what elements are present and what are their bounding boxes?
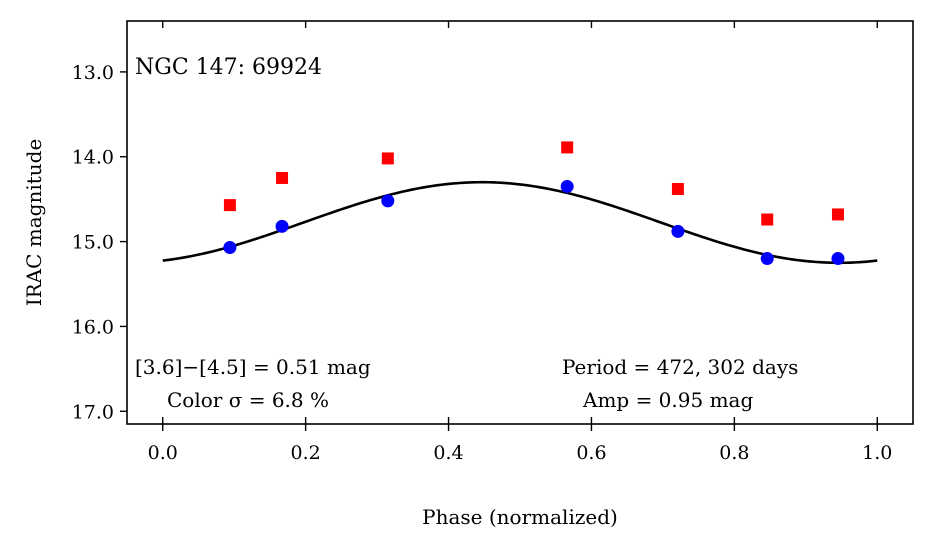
x-axis-ticks: 0.0 0.2 0.4 0.6 0.8 1.0 [148,21,892,464]
data-point-square [761,213,774,226]
data-point-circle [381,194,395,208]
color-index-annotation: [3.6]−[4.5] = 0.51 mag [135,355,371,379]
data-point-square [381,152,394,165]
x-tick-label: 0.4 [433,442,463,464]
plot-area [126,20,914,425]
x-axis-label: Phase (normalized) [422,505,618,529]
data-point-square [223,199,236,212]
amplitude-annotation: Amp = 0.95 mag [582,388,753,412]
data-points-layer [223,141,845,266]
data-point-square [561,141,574,154]
x-tick-label: 0.8 [719,442,749,464]
data-point-square [276,171,289,184]
y-tick-label: 15.0 [72,232,114,254]
y-axis-label: IRAC magnitude [22,139,46,307]
data-point-circle [560,179,574,193]
y-tick-label: 16.0 [72,316,114,338]
chart-title: NGC 147: 69924 [135,55,322,80]
data-point-circle [831,252,845,266]
data-point-square [671,182,684,195]
y-tick-label: 14.0 [72,147,114,169]
x-tick-label: 1.0 [862,442,892,464]
data-point-circle [275,219,289,233]
color-sigma-annotation: Color σ = 6.8 % [167,388,329,412]
plot-frame [126,20,914,425]
y-tick-label: 17.0 [72,401,114,423]
data-point-circle [223,241,237,255]
data-point-circle [671,224,685,238]
data-point-square [831,208,844,221]
x-tick-label: 0.0 [148,442,178,464]
y-axis-ticks: 13.0 14.0 15.0 16.0 17.0 [72,62,127,423]
x-tick-label: 0.6 [576,442,606,464]
y-tick-label: 13.0 [72,62,114,84]
x-tick-label: 0.2 [291,442,321,464]
period-annotation: Period = 472, 302 days [562,355,798,379]
data-point-circle [760,252,774,266]
